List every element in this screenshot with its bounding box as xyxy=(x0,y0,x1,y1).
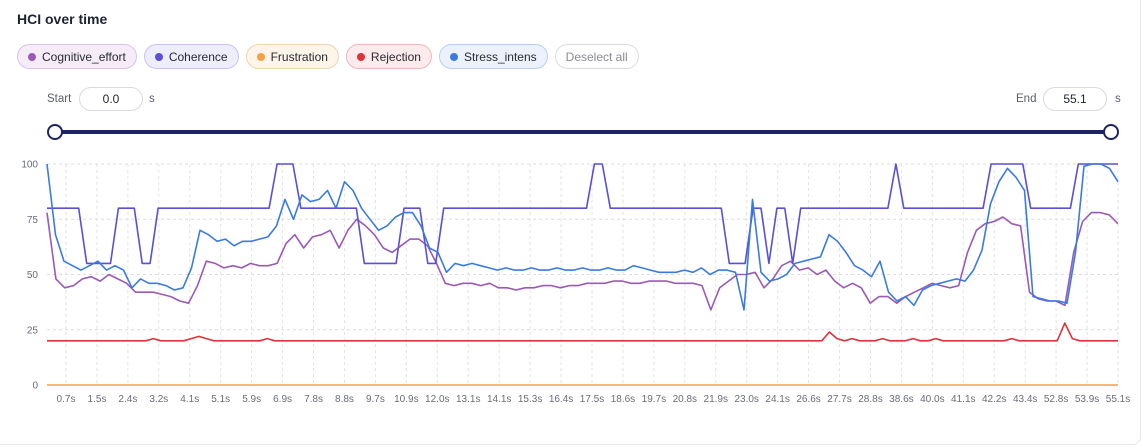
x-tick-label: 13.1s xyxy=(456,394,480,405)
x-tick-label: 14.1s xyxy=(487,394,511,405)
range-slider-track[interactable] xyxy=(54,130,1111,134)
chart-title: HCI over time xyxy=(17,11,108,27)
x-tick-label: 20.8s xyxy=(673,394,697,405)
legend-dot-icon xyxy=(28,52,36,61)
series-line-cognitive-effort xyxy=(46,211,1119,311)
y-tick-label: 100 xyxy=(21,160,38,171)
x-tick-label: 5.1s xyxy=(211,394,230,405)
y-tick-label: 25 xyxy=(27,325,39,336)
legend-item-coherence[interactable]: Coherence xyxy=(143,44,239,69)
series-line-coherence xyxy=(47,163,1118,265)
x-tick-label: 26.6s xyxy=(796,394,820,405)
x-tick-label: 28.8s xyxy=(858,394,882,405)
x-tick-label: 2.4s xyxy=(118,394,137,405)
x-tick-label: 27.7s xyxy=(827,394,851,405)
x-tick-label: 43.4s xyxy=(1013,394,1037,405)
x-tick-label: 41.1s xyxy=(951,394,975,405)
start-label: Start xyxy=(47,93,72,105)
series-line-stress-intens xyxy=(46,163,1119,311)
legend-label: Coherence xyxy=(168,49,228,64)
start-unit: s xyxy=(149,93,155,105)
x-tick-label: 21.9s xyxy=(704,394,728,405)
x-tick-label: 12.0s xyxy=(425,394,449,405)
end-unit: s xyxy=(1115,93,1121,105)
x-tick-label: 55.1s xyxy=(1106,394,1130,405)
legend-item-rejection[interactable]: Rejection xyxy=(345,44,432,69)
x-tick-label: 10.9s xyxy=(394,394,418,405)
y-tick-label: 75 xyxy=(27,215,39,226)
deselect-all-button[interactable]: Deselect all xyxy=(554,44,639,69)
legend-label: Stress_intens xyxy=(463,49,537,64)
range-start-handle[interactable] xyxy=(47,124,63,140)
series-line-rejection xyxy=(47,322,1118,342)
x-tick-label: 8.8s xyxy=(335,394,354,405)
x-tick-label: 9.7s xyxy=(366,394,385,405)
x-tick-label: 17.5s xyxy=(580,394,604,405)
range-end-handle[interactable] xyxy=(1103,124,1119,140)
x-tick-label: 1.5s xyxy=(87,394,106,405)
x-tick-label: 18.6s xyxy=(611,394,635,405)
legend-label: Rejection xyxy=(370,49,421,64)
legend-label: Cognitive_effort xyxy=(42,49,126,64)
legend-dot-icon xyxy=(256,52,265,61)
x-tick-label: 19.7s xyxy=(642,394,666,405)
x-tick-label: 38.6s xyxy=(889,394,913,405)
x-tick-label: 3.2s xyxy=(149,394,168,405)
x-tick-label: 16.4s xyxy=(549,394,573,405)
x-tick-label: 5.9s xyxy=(242,394,261,405)
start-input[interactable]: 0.0 xyxy=(79,87,143,111)
legend-item-frustration[interactable]: Frustration xyxy=(245,44,339,69)
x-tick-label: 42.2s xyxy=(982,394,1006,405)
x-tick-label: 53.9s xyxy=(1075,394,1099,405)
end-label: End xyxy=(1016,93,1037,105)
y-tick-label: 0 xyxy=(32,381,38,392)
end-input[interactable]: 55.1 xyxy=(1043,87,1107,111)
x-tick-label: 52.8s xyxy=(1044,394,1068,405)
x-tick-label: 7.8s xyxy=(304,394,323,405)
x-tick-label: 15.3s xyxy=(518,394,542,405)
x-tick-label: 6.9s xyxy=(273,394,292,405)
x-tick-label: 4.1s xyxy=(180,394,199,405)
legend-dot-icon xyxy=(356,52,365,61)
x-tick-label: 0.7s xyxy=(57,394,76,405)
legend-item-cognitive-effort[interactable]: Cognitive_effort xyxy=(17,44,137,69)
legend: Cognitive_effort Coherence Frustration R… xyxy=(17,44,639,69)
legend-dot-icon xyxy=(449,52,458,61)
x-tick-label: 23.0s xyxy=(734,394,758,405)
legend-dot-icon xyxy=(154,52,163,61)
legend-item-stress-intens[interactable]: Stress_intens xyxy=(438,44,548,69)
line-chart: 0 25 50 75 100 0.7s 1.5s 2.4s 3.2s 4.1s 5.1s 5.9s 6.… xyxy=(21,160,1130,406)
legend-label: Frustration xyxy=(270,49,328,64)
x-tick-label: 40.0s xyxy=(920,394,944,405)
y-tick-label: 50 xyxy=(27,270,39,281)
x-tick-label: 24.1s xyxy=(765,394,789,405)
